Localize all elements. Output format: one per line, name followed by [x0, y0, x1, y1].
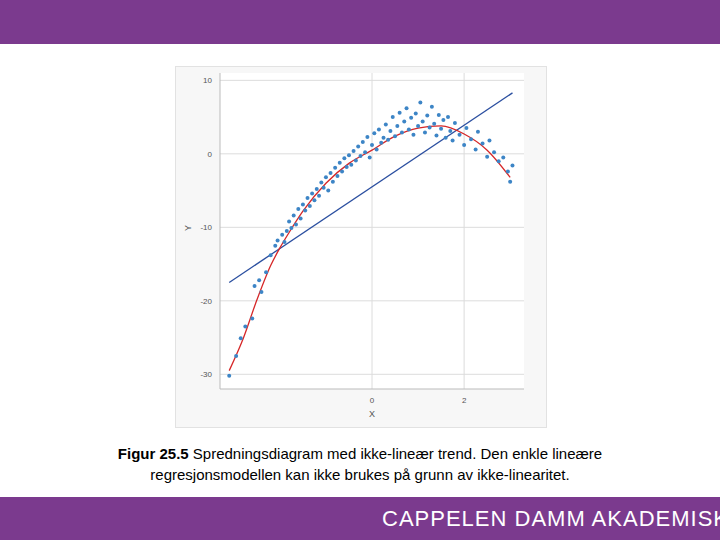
html-text:Figur 25.5 Spredningsdiagram m: Figur 25.5 Spredningsdiagram med ikke-li…: [117, 445, 603, 483]
svg-text:-30: -30: [200, 370, 212, 379]
svg-text:0: 0: [370, 396, 375, 405]
svg-text:-20: -20: [200, 297, 212, 306]
svg-text:0: 0: [208, 150, 213, 159]
svg-text:2: 2: [462, 396, 467, 405]
svg-text:X: X: [369, 409, 375, 419]
svg-text:10: 10: [203, 76, 212, 85]
svg-text:-10: -10: [200, 223, 212, 232]
svg-text:Y: Y: [183, 225, 193, 231]
